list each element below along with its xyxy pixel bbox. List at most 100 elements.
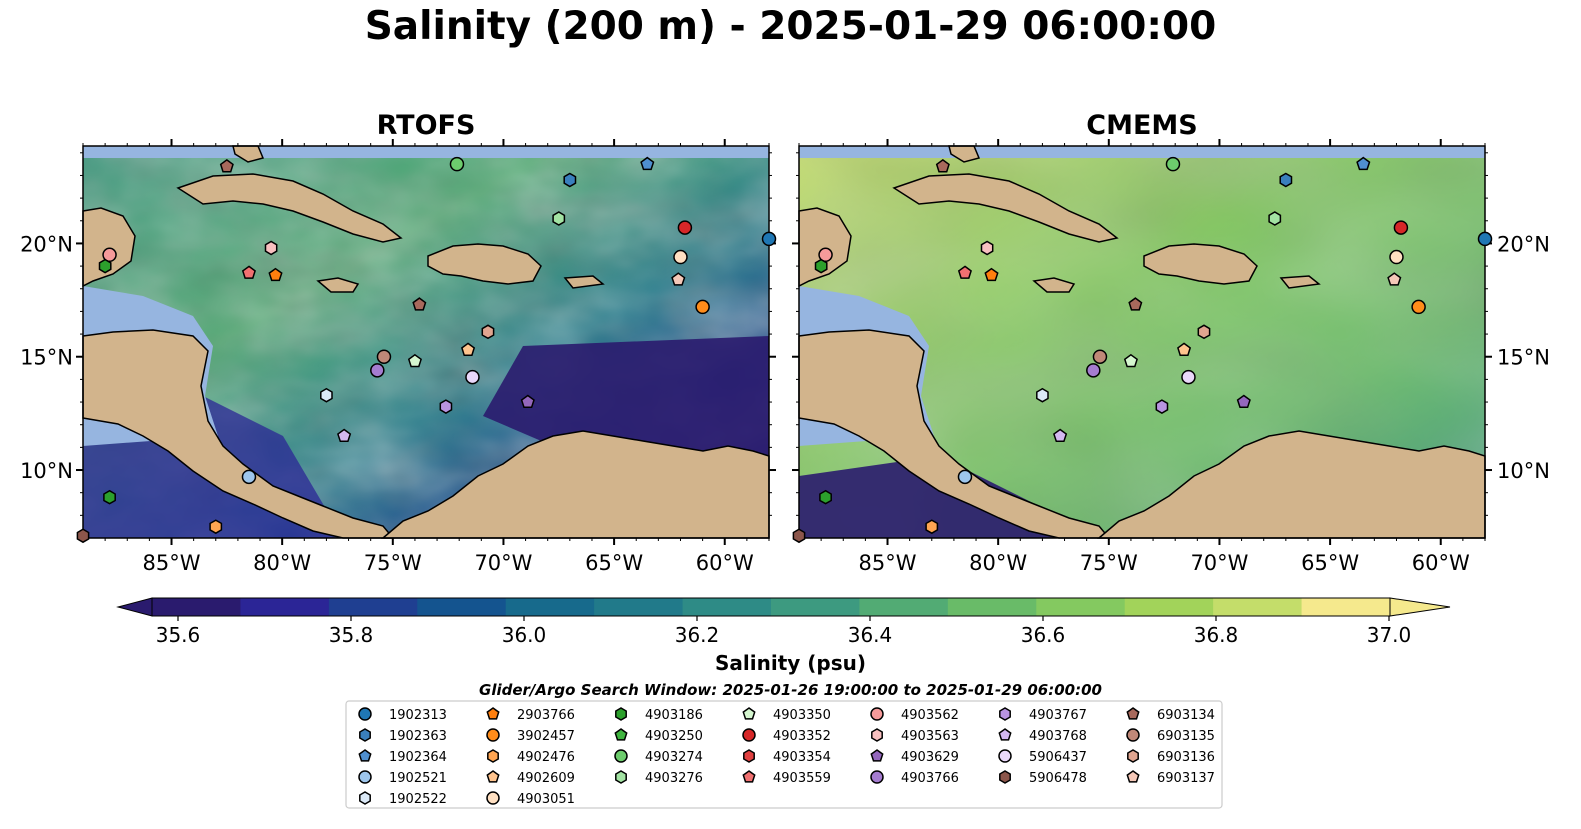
legend-marker-4902476 — [487, 749, 499, 763]
legend-marker-1902363 — [359, 728, 371, 742]
float-marker-4903186 — [98, 258, 112, 274]
float-marker-1902363 — [1279, 172, 1293, 188]
float-marker-4903276 — [552, 211, 566, 226]
float-marker-4903629 — [520, 394, 535, 409]
lon-tick-label: 70°W — [1190, 551, 1248, 575]
legend-marker-6903135 — [1126, 728, 1140, 742]
legend-label: 6903134 — [1157, 708, 1215, 723]
legend-label: 4902609 — [517, 771, 575, 786]
legend-marker-6903136 — [1127, 749, 1139, 763]
legend-label: 4903350 — [773, 708, 831, 723]
float-marker-6903134 — [935, 158, 950, 173]
legend-label: 4903563 — [901, 729, 959, 744]
float-marker-5906478 — [792, 528, 806, 544]
rtofs-map — [82, 145, 770, 539]
float-marker-5906437 — [465, 369, 480, 385]
float-marker-4903352 — [677, 220, 693, 235]
legend-label: 4903562 — [901, 708, 959, 723]
float-marker-2903766 — [984, 267, 999, 282]
legend-marker-4903274 — [614, 749, 628, 763]
legend-label: 4902476 — [517, 750, 575, 765]
float-marker-6903137 — [671, 272, 686, 286]
legend-label: 4903250 — [645, 729, 703, 744]
colorbar-tick-label: 37.0 — [1367, 623, 1412, 646]
legend-marker-4903276 — [615, 770, 627, 784]
float-marker-4903559 — [241, 265, 256, 279]
float-marker-4903767 — [1155, 399, 1169, 414]
float-marker-6903135 — [376, 349, 392, 364]
colorbar-segment — [328, 598, 418, 616]
float-marker-1902521 — [957, 469, 973, 485]
legend-label: 3902457 — [517, 729, 575, 744]
panel-title-cmems: CMEMS — [1086, 110, 1198, 141]
legend-label: 6903135 — [1157, 729, 1215, 744]
legend-marker-4903250 — [614, 728, 628, 741]
lon-tick-label: 75°W — [1080, 551, 1138, 575]
colorbar-extend-high — [1389, 597, 1451, 617]
colorbar-tick-label: 36.0 — [502, 623, 547, 646]
colorbar-tick-label: 36.4 — [848, 623, 893, 646]
legend-label: 6903136 — [1157, 750, 1215, 765]
legend-marker-5906437 — [998, 749, 1012, 763]
lat-tick-label: 20°N — [20, 232, 73, 256]
float-marker-5906437 — [1181, 369, 1196, 385]
legend-marker-4903051 — [486, 791, 500, 805]
float-marker-4903768 — [337, 428, 352, 443]
float-marker-6903134 — [1128, 297, 1143, 311]
float-marker-4903350 — [407, 353, 422, 368]
legend-marker-2903766 — [486, 707, 500, 720]
legend-marker-4903354 — [743, 749, 755, 763]
float-marker-3902457 — [1411, 299, 1426, 315]
figure-title: Salinity (200 m) - 2025-01-29 06:00:00 — [364, 4, 1217, 49]
float-marker-1902364 — [1356, 156, 1371, 171]
float-marker-1902521 — [241, 469, 257, 485]
legend-label: 1902522 — [389, 792, 447, 807]
lat-tick-label: 15°N — [1497, 346, 1550, 370]
colorbar-segment — [240, 598, 330, 616]
colorbar-tick-label: 35.6 — [156, 623, 201, 646]
legend-label: 1902364 — [389, 750, 447, 765]
lon-tick-label: 65°W — [1301, 551, 1359, 575]
legend-marker-4903767 — [999, 707, 1011, 721]
legend-marker-6903137 — [1126, 770, 1140, 783]
float-marker-1902522 — [1036, 387, 1049, 403]
legend-label: 4903186 — [645, 708, 703, 723]
legend-label: 4903559 — [773, 771, 831, 786]
float-marker-5906478 — [76, 528, 90, 544]
lon-tick-label: 75°W — [364, 551, 422, 575]
legend-label: 4903274 — [645, 750, 703, 765]
colorbar-segment — [152, 598, 242, 616]
legend-marker-4903352 — [742, 728, 756, 742]
legend-marker-4903768 — [998, 728, 1012, 741]
legend-marker-4903186 — [615, 707, 627, 721]
colorbar-segment — [1124, 598, 1214, 616]
colorbar-segment — [505, 598, 595, 616]
legend-marker-4903629 — [870, 749, 884, 762]
legend-label: 1902363 — [389, 729, 447, 744]
legend-label: 4903768 — [1029, 729, 1087, 744]
lon-tick-label: 60°W — [696, 551, 754, 575]
float-marker-1902364 — [640, 156, 655, 171]
float-marker-1902313 — [761, 231, 777, 247]
cmems-map — [798, 145, 1486, 539]
lon-tick-label: 85°W — [859, 551, 917, 575]
lat-tick-label: 10°N — [1497, 459, 1550, 483]
legend-label: 1902313 — [389, 708, 447, 723]
float-marker-4903768 — [1053, 428, 1068, 443]
float-marker-4902609 — [461, 342, 476, 356]
float-marker-6903134 — [412, 297, 427, 311]
legend-label: 1902521 — [389, 771, 447, 786]
legend-marker-4903563 — [871, 728, 883, 742]
legend-label: 4903766 — [901, 771, 959, 786]
float-marker-6903135 — [1092, 349, 1108, 364]
colorbar-tick-label: 36.6 — [1021, 623, 1066, 646]
lon-tick-label: 70°W — [474, 551, 532, 575]
float-marker-4903186 — [103, 489, 116, 505]
legend-marker-4903350 — [742, 707, 756, 720]
float-marker-4903767 — [439, 399, 453, 414]
lon-tick-label: 60°W — [1412, 551, 1470, 575]
float-marker-4903186 — [819, 489, 832, 505]
float-marker-4903274 — [449, 156, 465, 172]
legend-marker-6903134 — [1126, 707, 1140, 720]
legend-label: 2903766 — [517, 708, 575, 723]
